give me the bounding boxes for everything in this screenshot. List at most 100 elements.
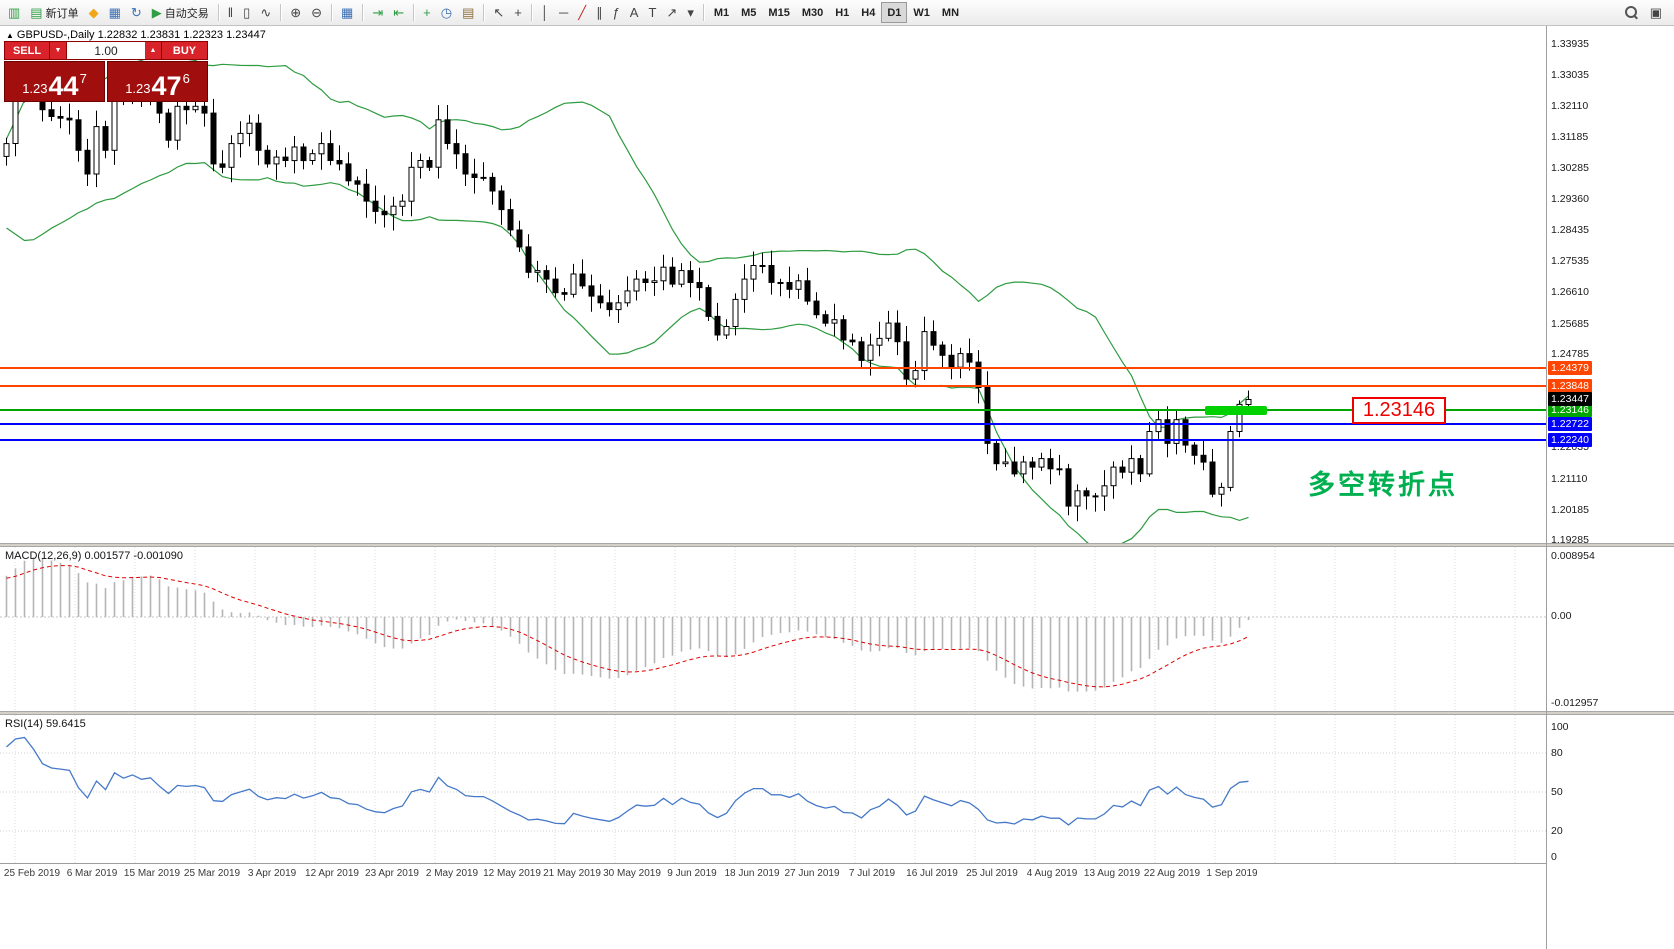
auto-scroll-button[interactable]: ⇥ — [367, 2, 388, 23]
channel-button[interactable]: ∥ — [591, 2, 608, 23]
zoom-out-button[interactable]: ⊖ — [306, 2, 327, 23]
auto-trading-button[interactable]: ▶ 自动交易 — [147, 2, 214, 23]
terminal-chart-icon[interactable]: ▥ — [3, 2, 25, 23]
objects-dropdown-button[interactable]: ▾ — [682, 2, 699, 23]
date-label[interactable]: 12 May 2019 — [483, 868, 541, 879]
terminal-chart-icon: ▥ — [8, 5, 21, 20]
timeframe-d1-button[interactable]: D1 — [881, 2, 908, 23]
price-scale-column[interactable]: 1.33935 1.33035 1.32110 1.31185 1.30285 1.293… — [1546, 26, 1674, 949]
trade-prices-row: 1.23 44 7 1.23 47 6 — [4, 61, 208, 102]
label-button[interactable]: T — [643, 2, 661, 23]
navigator-button[interactable]: ↻ — [126, 2, 147, 23]
price-scale[interactable]: 1.33935 1.33035 1.32110 1.31185 1.30285 1.293… — [1547, 26, 1674, 546]
volume-decrease-button[interactable]: ▼ — [50, 41, 67, 60]
date-label[interactable]: 1 Sep 2019 — [1206, 868, 1258, 879]
timeframe-m30-button-label: M30 — [801, 6, 824, 19]
price-axis-label: 1.21110 — [1551, 472, 1588, 485]
date-label[interactable]: 30 May 2019 — [603, 868, 661, 879]
date-label[interactable]: 3 Apr 2019 — [247, 868, 297, 879]
turning-point-annotation[interactable]: 多空转折点 — [1308, 470, 1458, 500]
date-label[interactable]: 25 Feb 2019 — [3, 868, 61, 879]
metaeditor-button[interactable]: ◆ — [84, 2, 104, 23]
date-label[interactable]: 25 Mar 2019 — [183, 868, 241, 879]
new-order-button[interactable]: ▤ 新订单 — [25, 2, 83, 23]
timeframe-m15-button[interactable]: M15 — [762, 2, 795, 23]
timeframe-m30-button[interactable]: M30 — [796, 2, 829, 23]
price-chart-panel[interactable]: ▲ GBPUSD-,Daily 1.22832 1.23831 1.22323 1… — [0, 26, 1546, 543]
price-callout[interactable]: 1.23146 — [1352, 396, 1446, 424]
date-label[interactable]: 4 Aug 2019 — [1026, 868, 1078, 879]
date-label[interactable]: 21 May 2019 — [543, 868, 601, 879]
horizontal-level-line[interactable] — [0, 408, 1546, 411]
panel-separator[interactable] — [0, 711, 1546, 715]
date-label[interactable]: 23 Apr 2019 — [365, 868, 419, 879]
fibonacci-button[interactable]: ƒ — [608, 2, 625, 23]
date-label[interactable]: 22 Aug 2019 — [1143, 868, 1201, 879]
timeframe-w1-button[interactable]: W1 — [907, 2, 936, 23]
macd-scale[interactable]: 0.008954 0.00 -0.012957 — [1547, 547, 1674, 711]
periods-button[interactable]: ◷ — [436, 2, 457, 23]
fibonacci-icon: ƒ — [612, 5, 620, 20]
arrows-button[interactable]: ↗ — [661, 2, 682, 23]
timeframe-h1-button[interactable]: H1 — [829, 2, 855, 23]
text-button[interactable]: A — [625, 2, 644, 23]
chart-shift-button[interactable]: ⇤ — [388, 2, 409, 23]
sell-price-base: 1.23 — [22, 81, 48, 96]
horizontal-level-line[interactable] — [0, 384, 1546, 387]
panel-separator[interactable] — [0, 543, 1546, 547]
macd-svg — [0, 547, 1546, 711]
candlestick-chart-button[interactable]: ▯ — [238, 2, 255, 23]
date-label[interactable]: 15 Mar 2019 — [123, 868, 181, 879]
sell-button[interactable]: SELL — [4, 41, 50, 60]
rsi-axis-label: 100 — [1551, 721, 1569, 733]
volume-input[interactable] — [67, 41, 145, 60]
buy-price-button[interactable]: 1.23 47 6 — [107, 61, 208, 102]
toolbar-separator — [483, 4, 485, 21]
rsi-panel[interactable]: RSI(14) 59.6415 — [0, 715, 1546, 863]
horizontal-level-line[interactable] — [0, 423, 1546, 426]
date-label[interactable]: 13 Aug 2019 — [1083, 868, 1141, 879]
timeframe-mn-button[interactable]: MN — [936, 2, 965, 23]
turning-point-marker[interactable] — [1205, 405, 1267, 415]
collapse-arrow-icon[interactable]: ▲ — [6, 31, 14, 40]
crosshair-button[interactable]: + — [509, 2, 527, 23]
timeframe-m1-button[interactable]: M1 — [708, 2, 735, 23]
date-label[interactable]: 27 Jun 2019 — [784, 868, 840, 879]
market-watch-button[interactable]: ▦ — [104, 2, 126, 23]
rsi-scale[interactable]: 100 80 50 20 0 — [1547, 715, 1674, 863]
date-label[interactable]: 18 Jun 2019 — [724, 868, 780, 879]
vertical-line-button[interactable]: │ — [536, 2, 554, 23]
cursor-button[interactable]: ↖ — [488, 2, 509, 23]
timeframe-d1-button-label: D1 — [887, 6, 902, 19]
volume-increase-button[interactable]: ▲ — [145, 41, 162, 60]
text-icon: A — [629, 5, 639, 20]
date-label[interactable]: 12 Apr 2019 — [305, 868, 359, 879]
macd-series — [0, 547, 1546, 711]
templates-button[interactable]: ▤ — [457, 2, 479, 23]
search-button[interactable] — [1620, 2, 1643, 23]
horizontal-level-line[interactable] — [0, 366, 1546, 369]
date-label[interactable]: 7 Jul 2019 — [848, 868, 896, 879]
horizontal-line-button[interactable]: ─ — [554, 2, 573, 23]
metaeditor-icon: ◆ — [88, 5, 99, 20]
time-axis[interactable]: 25 Feb 2019 6 Mar 2019 15 Mar 2019 25 Mar 2… — [0, 863, 1546, 885]
indicators-button[interactable]: + — [418, 2, 436, 23]
date-label[interactable]: 2 May 2019 — [425, 868, 479, 879]
date-label[interactable]: 6 Mar 2019 — [66, 868, 118, 879]
horizontal-level-line[interactable] — [0, 439, 1546, 442]
bar-chart-button[interactable]: ‖ — [223, 2, 238, 23]
workspace-button[interactable]: ▣ — [1645, 2, 1667, 23]
sell-price-button[interactable]: 1.23 44 7 — [4, 61, 105, 102]
tile-windows-button[interactable]: ▦ — [336, 2, 358, 23]
buy-button[interactable]: BUY — [162, 41, 208, 60]
zoom-in-button[interactable]: ⊕ — [285, 2, 306, 23]
macd-panel[interactable]: MACD(12,26,9) 0.001577 -0.001090 — [0, 547, 1546, 711]
trendline-button[interactable]: ╱ — [573, 2, 591, 23]
timeframe-m5-button[interactable]: M5 — [735, 2, 762, 23]
line-chart-button[interactable]: ∿ — [255, 2, 276, 23]
date-label[interactable]: 9 Jun 2019 — [667, 868, 717, 879]
date-label[interactable]: 25 Jul 2019 — [966, 868, 1018, 879]
toolbar-separator — [530, 4, 532, 21]
timeframe-h4-button[interactable]: H4 — [855, 2, 881, 23]
date-label[interactable]: 16 Jul 2019 — [906, 868, 958, 879]
